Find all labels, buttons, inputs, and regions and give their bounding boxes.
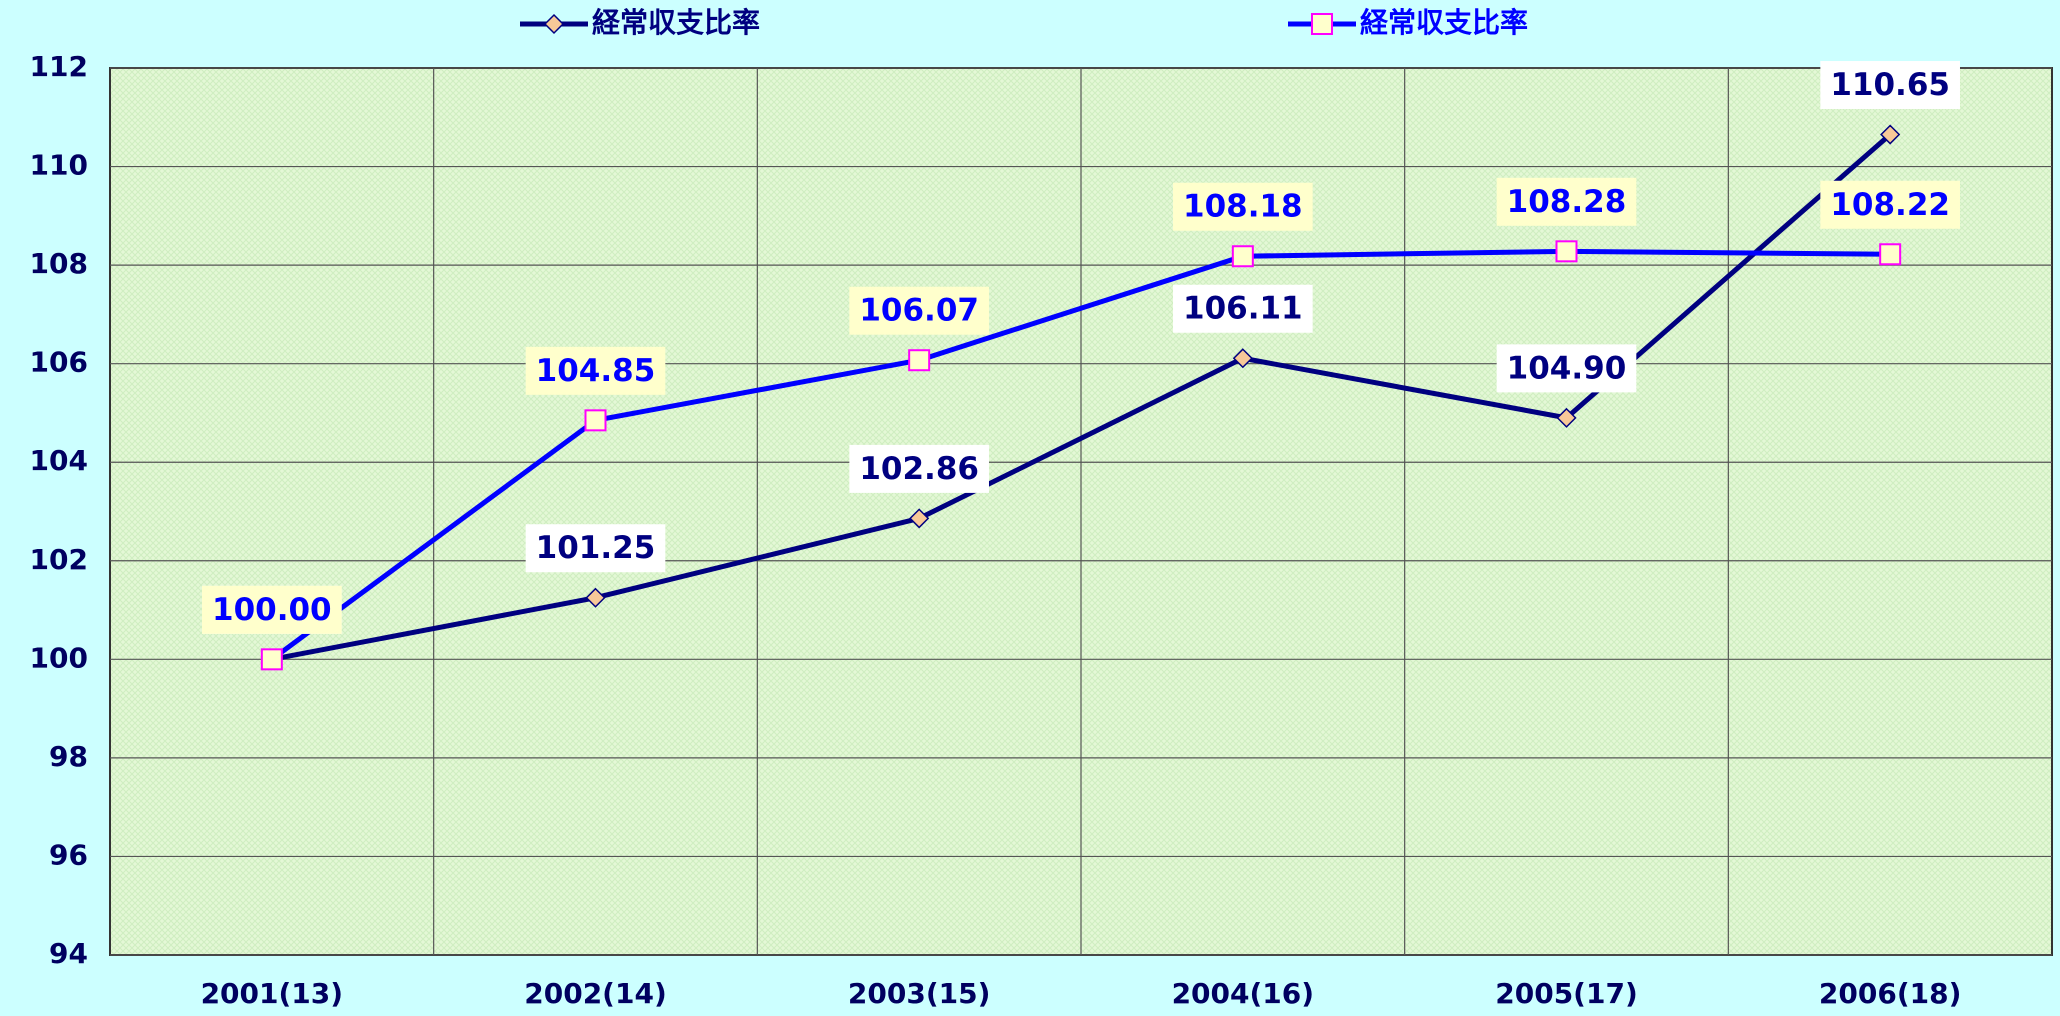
value-label-bg [1820,61,1960,110]
marker [1231,245,1254,268]
value-label: 108.28 [1507,184,1627,220]
value-label: 110.65 [1830,67,1950,103]
value-label: 100.00 [212,592,332,628]
marker [908,349,931,372]
value-label: 104.85 [536,353,656,389]
y-tick-label: 98 [49,740,88,773]
value-label: 102.86 [859,451,979,487]
y-tick-label: 108 [30,247,88,280]
x-tick-label: 2005(17) [1495,977,1638,1010]
y-tick-label: 102 [30,543,88,576]
y-tick-label: 104 [30,444,88,477]
value-label-bg [1173,284,1313,333]
value-label-bg [1496,344,1637,393]
value-label: 104.90 [1507,350,1627,386]
value-label-bg [1820,180,1960,229]
x-tick-label: 2004(16) [1172,977,1315,1010]
value-label-bg [1496,177,1637,226]
legend-label: 経常収支比率 [592,6,760,39]
y-tick-label: 112 [30,50,88,83]
marker [909,508,930,529]
y-tick-label: 100 [30,641,88,674]
marker [1880,124,1901,145]
value-label: 101.25 [536,530,656,566]
x-tick-label: 2002(14) [524,977,667,1010]
value-label: 108.18 [1183,189,1303,225]
marker [1232,348,1253,369]
marker [1555,240,1578,263]
marker [585,587,606,608]
value-label-bg [202,585,342,634]
legend-label: 経常収支比率 [1360,6,1528,39]
value-label-bg [525,524,666,573]
y-tick-label: 110 [30,149,88,182]
value-label-bg [849,444,989,493]
value-label: 106.07 [859,293,979,329]
x-tick-label: 2006(18) [1819,977,1962,1010]
value-label-bg [525,346,666,395]
y-tick-label: 94 [49,937,88,970]
marker [260,648,283,671]
value-label: 108.22 [1830,187,1950,223]
marker [1311,13,1333,35]
x-tick-label: 2003(15) [848,977,991,1010]
y-tick-label: 106 [30,346,88,379]
value-label: 106.11 [1183,291,1303,327]
x-tick-label: 2001(13) [201,977,344,1010]
marker [584,409,607,432]
series-line [270,248,1891,662]
marker [1879,243,1902,266]
value-label-bg [849,286,989,335]
y-tick-label: 96 [49,838,88,871]
marker [543,13,565,35]
value-label-bg [1173,182,1313,231]
marker [1556,407,1577,428]
